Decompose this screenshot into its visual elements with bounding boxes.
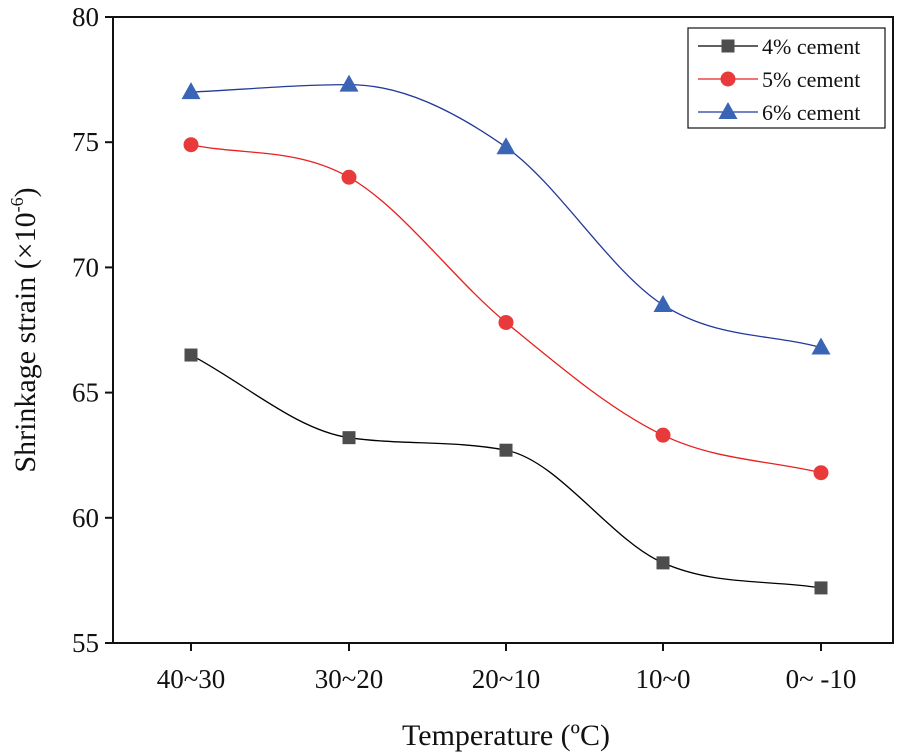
data-point-6pct-cement: [339, 74, 359, 92]
data-point-5pct-cement: [341, 169, 357, 185]
y-axis-title: Shrinkage strain (×10-6): [7, 187, 42, 472]
data-point-6pct-cement: [181, 82, 201, 100]
y-tick-label: 80: [72, 2, 99, 32]
x-tick-label: 20~10: [472, 664, 541, 694]
series-markers: [181, 74, 831, 595]
legend: 4% cement 5% cement 6% cement: [687, 27, 886, 129]
y-axis-title-close: ): [9, 187, 42, 197]
data-point-5pct-cement: [498, 314, 514, 330]
data-point-6pct-cement: [496, 137, 516, 155]
y-tick-label: 60: [72, 503, 99, 533]
legend-label: 5% cement: [762, 67, 860, 92]
data-point-5pct-cement: [813, 465, 829, 481]
legend-marker: [721, 39, 735, 53]
y-tick-label: 65: [72, 378, 99, 408]
x-tick-label: 40~30: [157, 664, 226, 694]
data-point-5pct-cement: [183, 137, 199, 153]
y-axis: 55 60 65 70 75 80: [72, 2, 113, 658]
x-axis-title: Temperature (ºC): [402, 719, 610, 752]
plot-frame: [112, 16, 894, 644]
series-line-5pct-cement: [190, 144, 822, 474]
y-axis-title-main: Shrinkage strain (×10: [9, 212, 42, 472]
data-point-4pct-cement: [814, 581, 828, 595]
y-tick-label: 55: [72, 628, 99, 658]
legend-marker: [718, 102, 738, 119]
series-lines: [190, 83, 822, 589]
data-point-6pct-cement: [653, 294, 673, 312]
legend-label: 6% cement: [762, 100, 860, 125]
y-tick-label: 75: [72, 127, 99, 157]
legend-marker: [720, 71, 736, 87]
x-tick-label: 0~ -10: [786, 664, 857, 694]
data-point-5pct-cement: [655, 427, 671, 443]
y-tick-label: 70: [72, 252, 99, 282]
x-tick-label: 30~20: [315, 664, 384, 694]
data-point-4pct-cement: [342, 431, 356, 445]
data-point-4pct-cement: [656, 556, 670, 570]
plot-border: [112, 16, 894, 644]
data-point-6pct-cement: [811, 337, 831, 355]
x-tick-label: 10~0: [635, 664, 690, 694]
data-point-4pct-cement: [499, 443, 513, 457]
y-axis-title-exponent: -6: [7, 197, 27, 212]
series-line-4pct-cement: [190, 354, 822, 589]
legend-label: 4% cement: [762, 34, 860, 59]
x-axis: 40~30 30~20 20~10 10~0 0~ -10: [157, 643, 857, 694]
data-point-4pct-cement: [184, 348, 198, 362]
